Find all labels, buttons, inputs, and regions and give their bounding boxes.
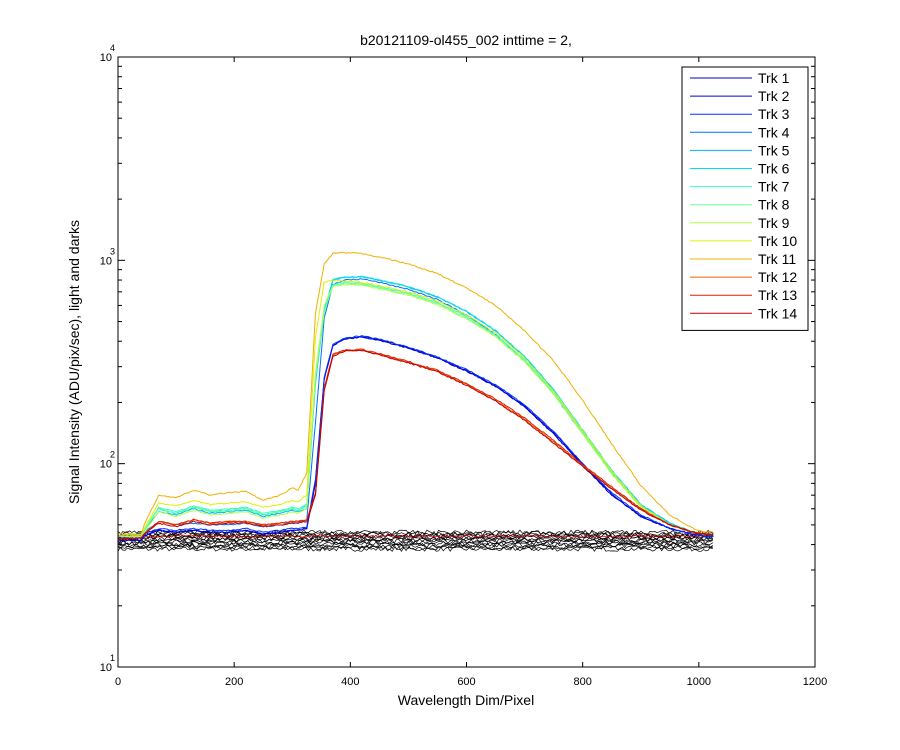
legend-entry: Trk 2 [758,88,790,104]
legend-entry: Trk 11 [758,251,796,267]
legend: Trk 1 Trk 2 Trk 3 Trk 4 Trk 5 Trk 6 Trk 7 Trk 8… [681,66,809,331]
x-tick-label: 400 [341,676,359,688]
legend-entry: Trk 8 [758,197,790,213]
legend-entry: Trk 6 [758,161,790,177]
x-axis-label: Wavelength Dim/Pixel [398,692,534,708]
x-tick-label: 800 [573,676,591,688]
dark-frame-line [117,529,713,535]
x-tick-label: 600 [457,676,475,688]
y-tick-exponent: 1 [110,653,115,663]
y-tick-label: 10 [100,52,112,64]
legend-entry: Trk 13 [758,287,797,303]
series-line-trk-13 [117,348,714,540]
legend-entry: Trk 14 [758,305,797,321]
legend-entry: Trk 12 [758,269,797,285]
series-line-trk-3 [117,334,714,540]
y-tick-exponent: 4 [110,43,115,53]
x-tick-label: 1200 [803,676,827,688]
dark-frame-line [117,534,714,540]
series-lines [117,251,714,542]
series-line-trk-10 [117,279,714,536]
x-tick-label: 200 [225,676,243,688]
dark-frames [117,529,714,552]
series-line-trk-9 [117,283,714,538]
dark-frame-line [117,534,713,538]
x-tick-label: 0 [115,676,121,688]
chart-title: b20121109-ol455_002 inttime = 2, [360,32,572,48]
y-axis-label: Signal Intensity (ADU/pix/sec), light an… [66,220,82,504]
dark-frame-line [118,530,714,537]
dark-frame-line [117,535,713,542]
x-tick-label: 1000 [687,676,711,688]
legend-entry: Trk 1 [758,70,790,86]
y-tick-label: 10 [100,459,112,471]
series-line-trk-14 [117,349,714,540]
y-tick-label: 10 [100,255,112,267]
legend-box [681,66,809,331]
series-line-trk-4 [118,278,714,538]
dark-frame-line [117,542,714,548]
dark-frame-line [117,531,713,538]
series-line-trk-11 [117,251,714,536]
legend-entry: Trk 7 [758,179,790,195]
legend-entry: Trk 9 [758,215,790,231]
series-line-trk-2 [117,335,714,542]
y-tick-exponent: 2 [110,450,115,460]
series-line-trk-8 [117,282,714,538]
legend-entry: Trk 4 [758,124,790,140]
legend-entry: Trk 10 [758,233,797,249]
legend-entry: Trk 3 [758,106,790,122]
legend-entry: Trk 5 [758,142,790,158]
y-tick-exponent: 3 [110,246,115,256]
y-tick-label: 10 [100,662,112,674]
